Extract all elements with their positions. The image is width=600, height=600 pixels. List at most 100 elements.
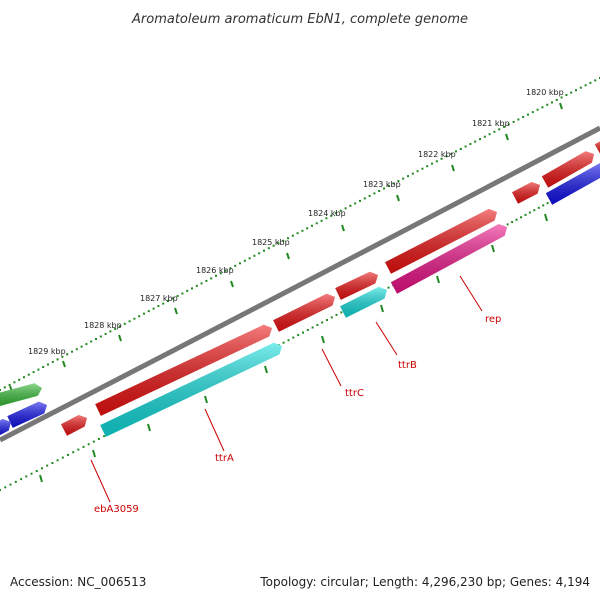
- scale-dot: [524, 213, 527, 216]
- callout-line: [90, 459, 111, 503]
- scale-dot: [61, 355, 64, 358]
- scale-dot: [378, 190, 381, 192]
- scale-dot: [25, 475, 28, 478]
- scale-dot: [224, 269, 227, 272]
- scale-dot: [479, 138, 481, 141]
- scale-dot: [528, 211, 531, 214]
- scale-dot: [459, 148, 462, 150]
- scale-dot: [555, 98, 558, 101]
- scale-dot: [359, 199, 361, 202]
- scale-dot: [498, 128, 501, 131]
- gene-ttrC: [273, 293, 335, 332]
- scale-dot: [302, 331, 304, 334]
- scale-dot: [537, 206, 540, 209]
- scale-dot: [32, 371, 35, 374]
- scale-dot: [123, 322, 126, 325]
- gene-cds-shade: [594, 141, 600, 154]
- scale-dot: [30, 472, 33, 475]
- scale-dot: [9, 483, 12, 486]
- scale-dot: [546, 202, 549, 205]
- scale-dot: [0, 389, 1, 391]
- scale-dot: [464, 145, 467, 148]
- scale-dot: [542, 204, 545, 207]
- gene-label-ebA3059[interactable]: ebA3059: [94, 504, 139, 515]
- gene-rep: [390, 224, 507, 294]
- scale-dot: [277, 242, 280, 245]
- gene-label-rep[interactable]: rep: [485, 314, 501, 325]
- scale-dot: [506, 223, 509, 226]
- scale-dot: [455, 150, 457, 153]
- scale-dot: [152, 307, 155, 310]
- gene-ttrA-rna-shade: [100, 342, 282, 437]
- scale-dot: [560, 96, 563, 99]
- scale-tick: [39, 474, 43, 483]
- gene-rep-shade: [390, 224, 507, 294]
- scale-dot: [82, 445, 85, 448]
- scale-dot: [435, 160, 438, 163]
- scale-dot: [297, 334, 300, 337]
- scale-label: 1824 kbp: [308, 209, 346, 218]
- map-title: Aromatoleum aromaticum EbN1, complete ge…: [131, 12, 468, 27]
- scale-dot: [267, 247, 270, 250]
- gene-ttrA-rna: [100, 342, 282, 437]
- scale-dot: [97, 437, 100, 440]
- scale-dot: [330, 316, 333, 319]
- scale-dot: [162, 302, 165, 305]
- scale-dot: [551, 101, 553, 104]
- scale-dot: [493, 130, 496, 133]
- scale-dot: [133, 317, 136, 320]
- gene-ebA3059-shade: [61, 415, 87, 436]
- scale-dot: [95, 338, 97, 340]
- scale-dot: [35, 470, 38, 472]
- scale-dot: [411, 172, 414, 175]
- scale-dot: [450, 152, 453, 155]
- genome-stats: Topology: circular; Length: 4,296,230 bp…: [259, 575, 590, 589]
- gene-label-ttrB[interactable]: ttrB: [398, 360, 417, 371]
- scale-dot: [119, 325, 121, 328]
- scale-dot: [431, 162, 433, 165]
- scale-dot: [503, 125, 505, 128]
- scale-dot: [114, 327, 117, 330]
- scale-dot: [421, 167, 424, 170]
- gene-rep-companion-shade: [385, 209, 497, 274]
- scale-dot: [234, 264, 237, 267]
- scale-dot: [239, 262, 241, 265]
- scale-dot: [511, 221, 514, 223]
- scale-dot: [229, 267, 232, 270]
- scale-dot: [272, 244, 275, 247]
- scale-dot: [565, 94, 568, 96]
- scale-dot: [219, 272, 222, 275]
- scale-dot: [195, 284, 198, 287]
- scale-dot: [77, 448, 80, 451]
- scale-dot: [85, 343, 88, 346]
- scale-dot: [387, 286, 390, 289]
- scale-dot: [66, 353, 69, 356]
- scale-dot: [0, 489, 1, 491]
- scale-dot: [72, 451, 75, 454]
- gene-cds: [594, 141, 600, 154]
- scale-tick: [204, 395, 208, 404]
- scale-dot: [527, 113, 529, 116]
- scale-dot: [325, 217, 328, 220]
- gene-label-ttrA[interactable]: ttrA: [215, 453, 234, 464]
- scale-dot: [291, 234, 294, 237]
- scale-dot: [20, 478, 23, 481]
- scale-dot: [541, 106, 544, 109]
- gene-rep-companion: [385, 209, 497, 274]
- scale-dot: [42, 366, 45, 368]
- gene-label-ttrC[interactable]: ttrC: [345, 388, 364, 399]
- scale-dot: [546, 103, 549, 106]
- gene-cds-shade: [512, 182, 540, 204]
- scale-tick: [230, 280, 234, 288]
- scale-label: 1821 kbp: [472, 119, 510, 128]
- scale-dot: [263, 249, 265, 252]
- scale-tick: [341, 224, 345, 232]
- scale-dot: [210, 277, 213, 280]
- scale-label: 1828 kbp: [84, 321, 122, 330]
- scale-tick: [118, 334, 122, 342]
- scale-dot: [41, 467, 43, 470]
- scale-tick: [286, 252, 290, 260]
- scale-dot: [512, 120, 515, 123]
- scale-dot: [128, 320, 131, 323]
- scale-dot: [56, 459, 59, 462]
